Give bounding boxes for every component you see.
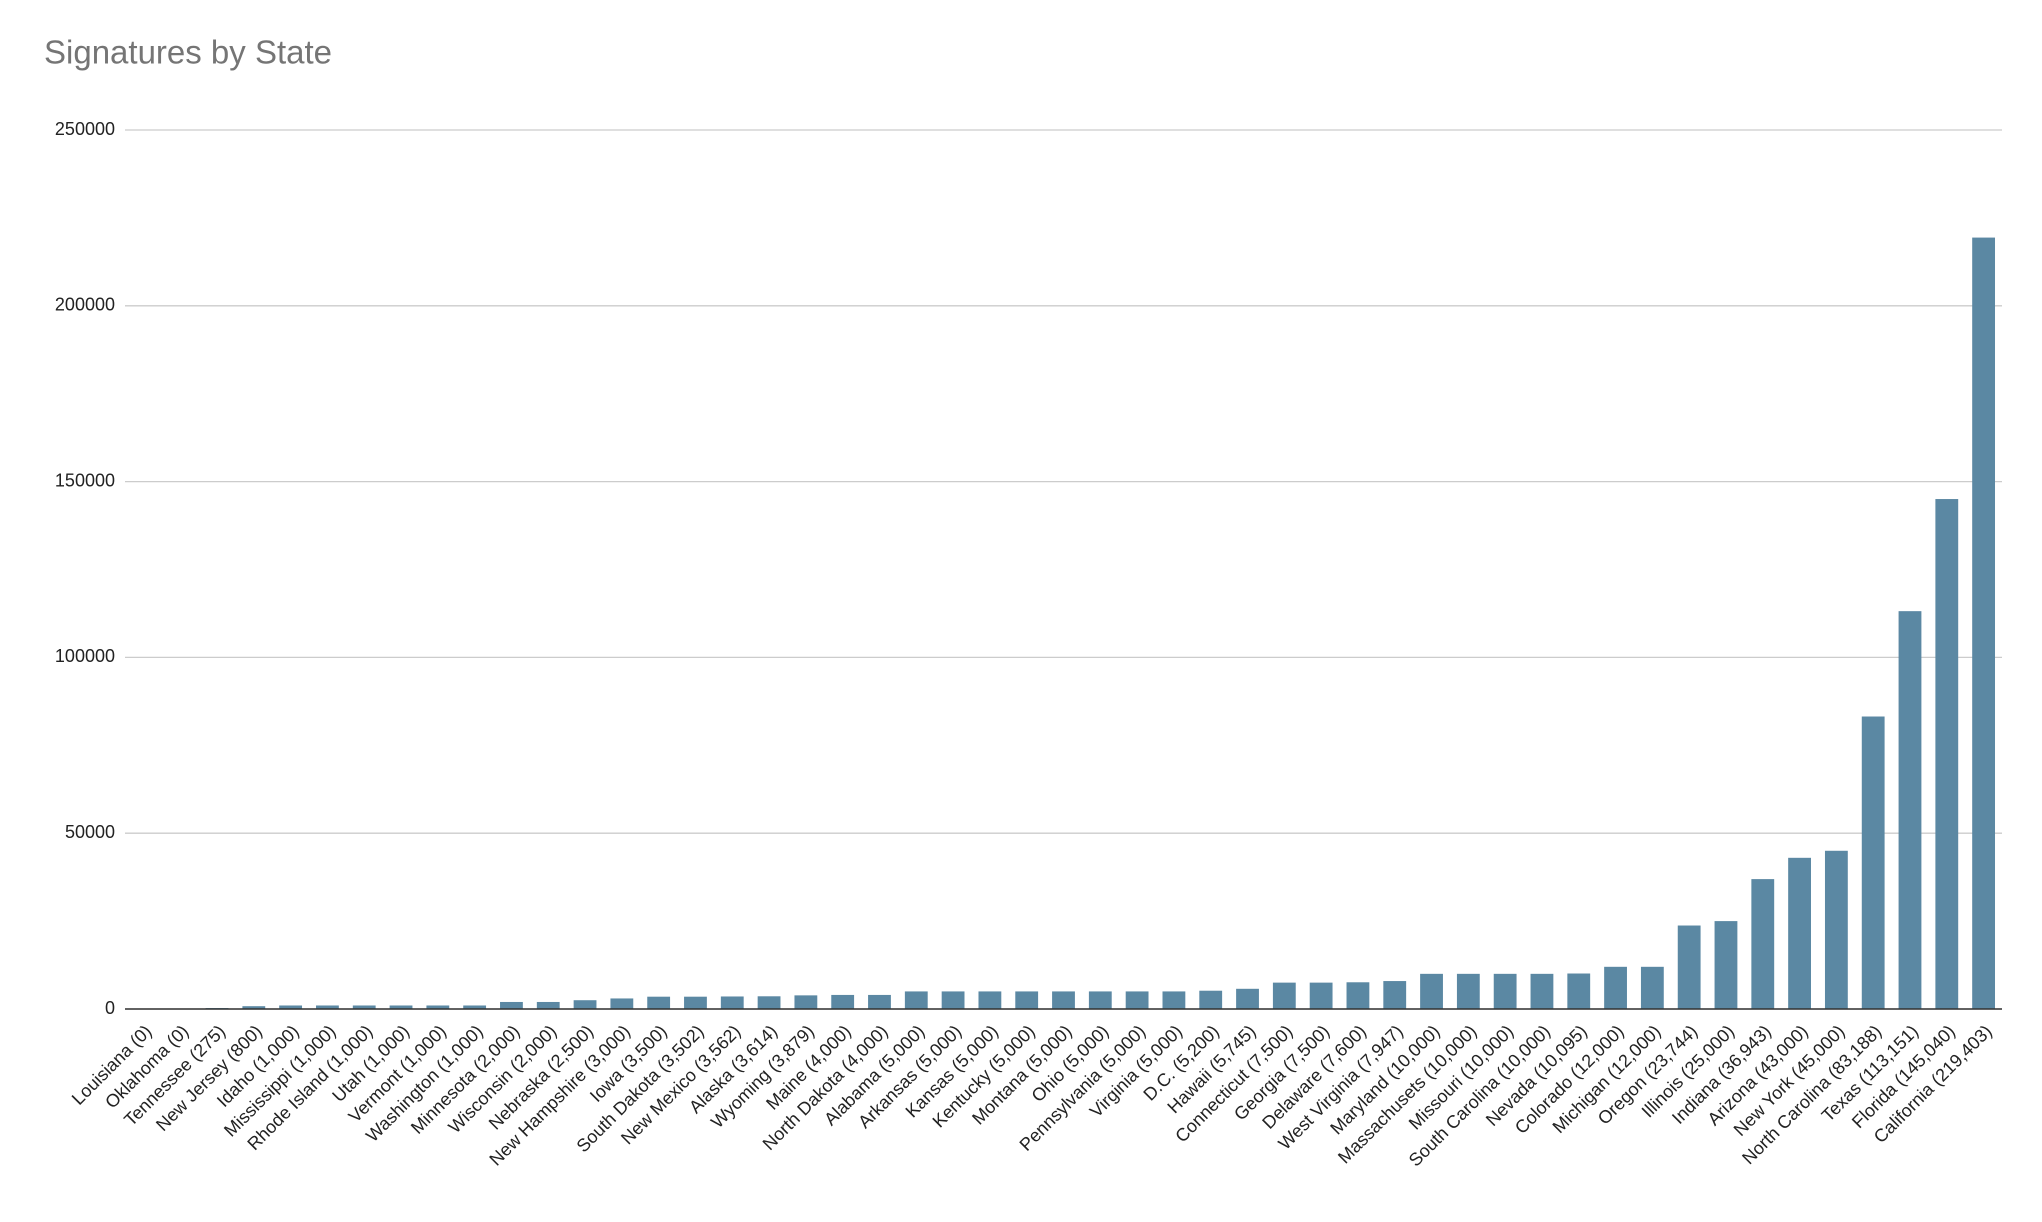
bar <box>1088 991 1112 1009</box>
y-tick-label: 150000 <box>55 470 115 490</box>
bar <box>1052 991 1075 1009</box>
bar <box>831 994 855 1009</box>
bar <box>1162 991 1186 1009</box>
chart-title: Signatures by State <box>44 34 332 71</box>
bar <box>1861 716 1885 1009</box>
bar <box>1456 973 1480 1009</box>
bar <box>868 994 891 1009</box>
bar <box>316 1005 339 1009</box>
bar <box>1272 982 1296 1009</box>
bar <box>1383 981 1407 1009</box>
bar <box>757 996 781 1009</box>
bar <box>242 1006 266 1009</box>
bar <box>573 1000 597 1009</box>
y-tick-label: 250000 <box>55 119 115 139</box>
bar <box>1824 850 1848 1009</box>
bar <box>1493 973 1517 1009</box>
bar <box>1346 982 1370 1009</box>
bar <box>1567 973 1591 1009</box>
bar <box>1236 988 1259 1009</box>
bar <box>536 1001 560 1009</box>
bar <box>720 996 744 1009</box>
bar <box>1972 237 1996 1010</box>
bar <box>1530 973 1554 1009</box>
y-tick-label: 50000 <box>65 822 115 842</box>
bar <box>904 991 928 1009</box>
bar <box>941 991 965 1009</box>
bar <box>1788 857 1811 1009</box>
bar <box>1125 991 1149 1009</box>
bar <box>1898 611 1922 1009</box>
y-tick-label: 100000 <box>55 646 115 666</box>
bar <box>978 991 1002 1009</box>
bar <box>426 1005 450 1009</box>
bar <box>1420 973 1443 1009</box>
bar <box>1309 982 1333 1009</box>
bar <box>500 1001 523 1009</box>
bar <box>1015 991 1039 1009</box>
bar <box>389 1005 413 1009</box>
bar <box>647 996 671 1009</box>
bar <box>352 1005 376 1009</box>
bar <box>684 996 707 1009</box>
bar <box>1640 966 1664 1009</box>
bar <box>1714 921 1738 1009</box>
bar <box>279 1005 303 1009</box>
y-tick-label: 200000 <box>55 295 115 315</box>
bar <box>463 1005 487 1009</box>
bar <box>1199 990 1223 1009</box>
bar <box>1751 879 1775 1009</box>
bar <box>794 995 818 1009</box>
bar <box>1935 499 1959 1009</box>
y-tick-label: 0 <box>105 998 115 1018</box>
bar <box>1604 966 1627 1009</box>
bar <box>1677 925 1701 1009</box>
bar <box>610 998 634 1009</box>
